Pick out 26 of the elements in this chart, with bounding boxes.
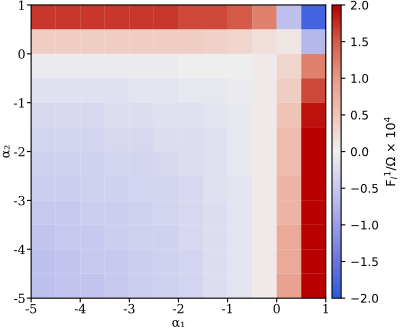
color-bar-label: −2.0 bbox=[351, 294, 378, 303]
x-tick-label: -2 bbox=[172, 304, 184, 314]
color-bar-label: −1.0 bbox=[351, 220, 378, 230]
x-tick-label: -1 bbox=[222, 304, 232, 314]
color-bar-label: −0.5 bbox=[351, 184, 378, 193]
y-tick-label: -5 bbox=[14, 294, 25, 304]
y-tick-label: -3 bbox=[14, 196, 25, 206]
x-tick-label: -5 bbox=[26, 304, 36, 314]
x-tick-label: -4 bbox=[74, 304, 86, 314]
x-tick-label: 0 bbox=[274, 304, 280, 314]
y-tick-label: 0 bbox=[18, 49, 25, 59]
y-axis-title: α₂ bbox=[2, 146, 10, 158]
y-tick-label: -1 bbox=[14, 98, 24, 108]
y-tick-label: -4 bbox=[14, 244, 25, 254]
x-axis-title: α₁ bbox=[172, 320, 184, 327]
color-bar-label: 0.0 bbox=[350, 147, 368, 156]
x-tick-label: 1 bbox=[323, 304, 328, 314]
color-bar-label: 1.0 bbox=[351, 74, 368, 83]
color-bar-label: −1.5 bbox=[351, 257, 378, 266]
x-tick-label: -3 bbox=[124, 304, 134, 314]
color-bar-label: 1.5 bbox=[351, 38, 368, 46]
color-bar-title: F$_{l}$$^{1}$/Ω × 10$^{4}$ bbox=[384, 117, 398, 186]
color-bar-label: 0.5 bbox=[350, 110, 368, 120]
color-bar-label: 2.0 bbox=[351, 0, 368, 10]
y-tick-label: -2 bbox=[14, 147, 24, 156]
y-tick-label: 1 bbox=[19, 0, 24, 10]
